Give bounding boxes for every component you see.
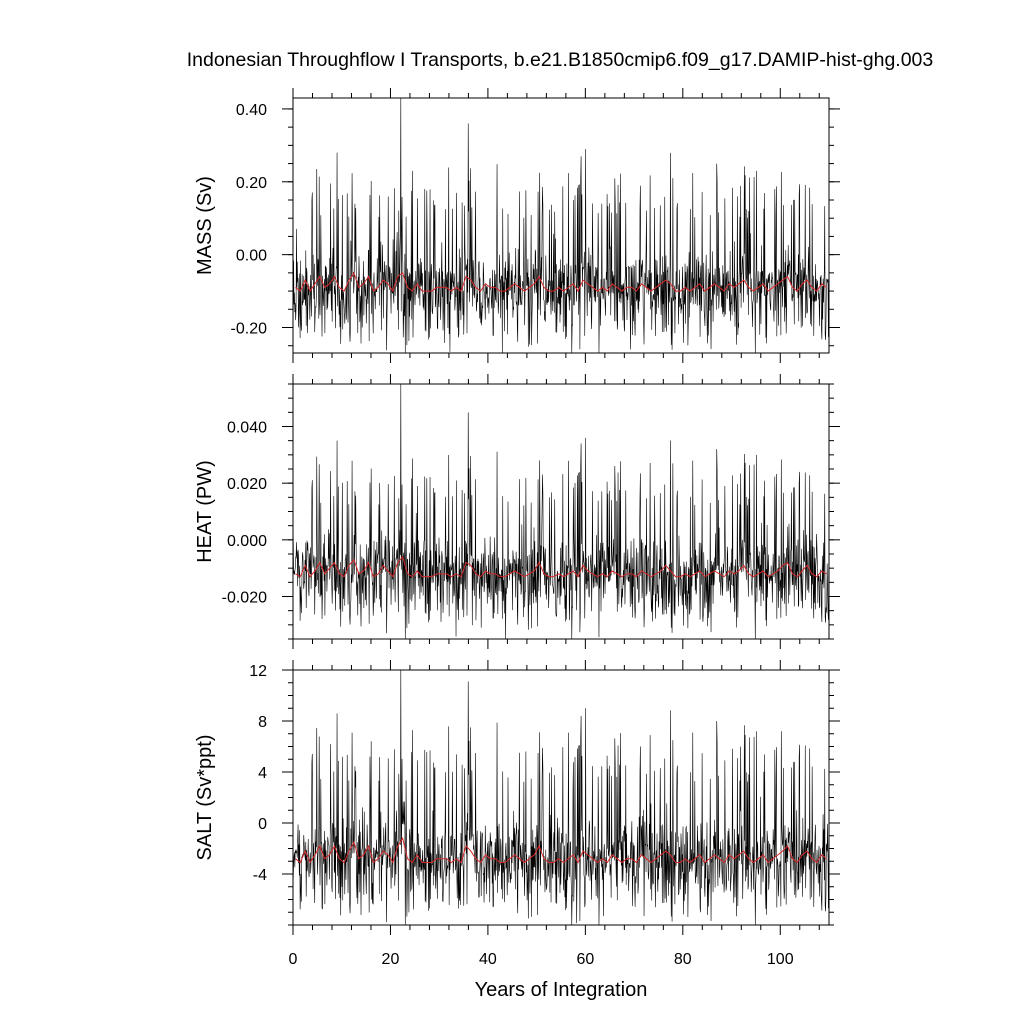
chart-title: Indonesian Throughflow I Transports, b.e…: [187, 49, 934, 71]
x-tick-label: 60: [576, 951, 594, 968]
plot-frame: [292, 97, 830, 354]
x-tick-label: 100: [767, 951, 794, 968]
panels: 0.40 0.20 0.00 -0.20 MASS (Sv) 0.040 0.020 0.00…: [194, 88, 840, 968]
annual-mean-line: [295, 555, 827, 578]
x-tick-label: 80: [674, 951, 692, 968]
y-tick-label: 0.00: [236, 248, 267, 265]
y-tick-label: 12: [249, 663, 267, 680]
y-tick-label: 0: [258, 816, 267, 833]
x-tick-label: 20: [382, 951, 400, 968]
monthly-series-line: [292, 97, 830, 354]
y-tick-label: 0.000: [227, 533, 267, 550]
panel-1: 0.40 0.20 0.00 -0.20 MASS (Sv): [194, 88, 840, 363]
monthly-series-line: [292, 669, 830, 926]
y-axis-label: SALT (Sv*ppt): [194, 735, 216, 861]
x-axis-label: Years of Integration: [475, 979, 648, 1001]
y-tick-label: 0.40: [236, 102, 267, 119]
y-tick-label: -0.020: [222, 590, 267, 607]
annual-mean-line: [295, 271, 827, 293]
x-tick-label: 0: [289, 951, 298, 968]
y-tick-label: -4: [253, 867, 267, 884]
x-tick-label: 40: [479, 951, 497, 968]
y-tick-label: 8: [258, 714, 267, 731]
y-tick-label: 0.020: [227, 476, 267, 493]
y-tick-label: 0.20: [236, 175, 267, 192]
y-axis-label: HEAT (PW): [194, 460, 216, 563]
panel-2: 0.040 0.020 0.000 -0.020 HEAT (PW): [194, 374, 840, 649]
y-tick-label: 0.040: [227, 420, 267, 437]
y-axis-label: MASS (Sv): [194, 176, 216, 275]
monthly-series-line: [292, 383, 830, 640]
annual-mean-line: [295, 837, 827, 864]
y-tick-label: -0.20: [231, 321, 268, 338]
y-tick-label: 4: [258, 765, 267, 782]
